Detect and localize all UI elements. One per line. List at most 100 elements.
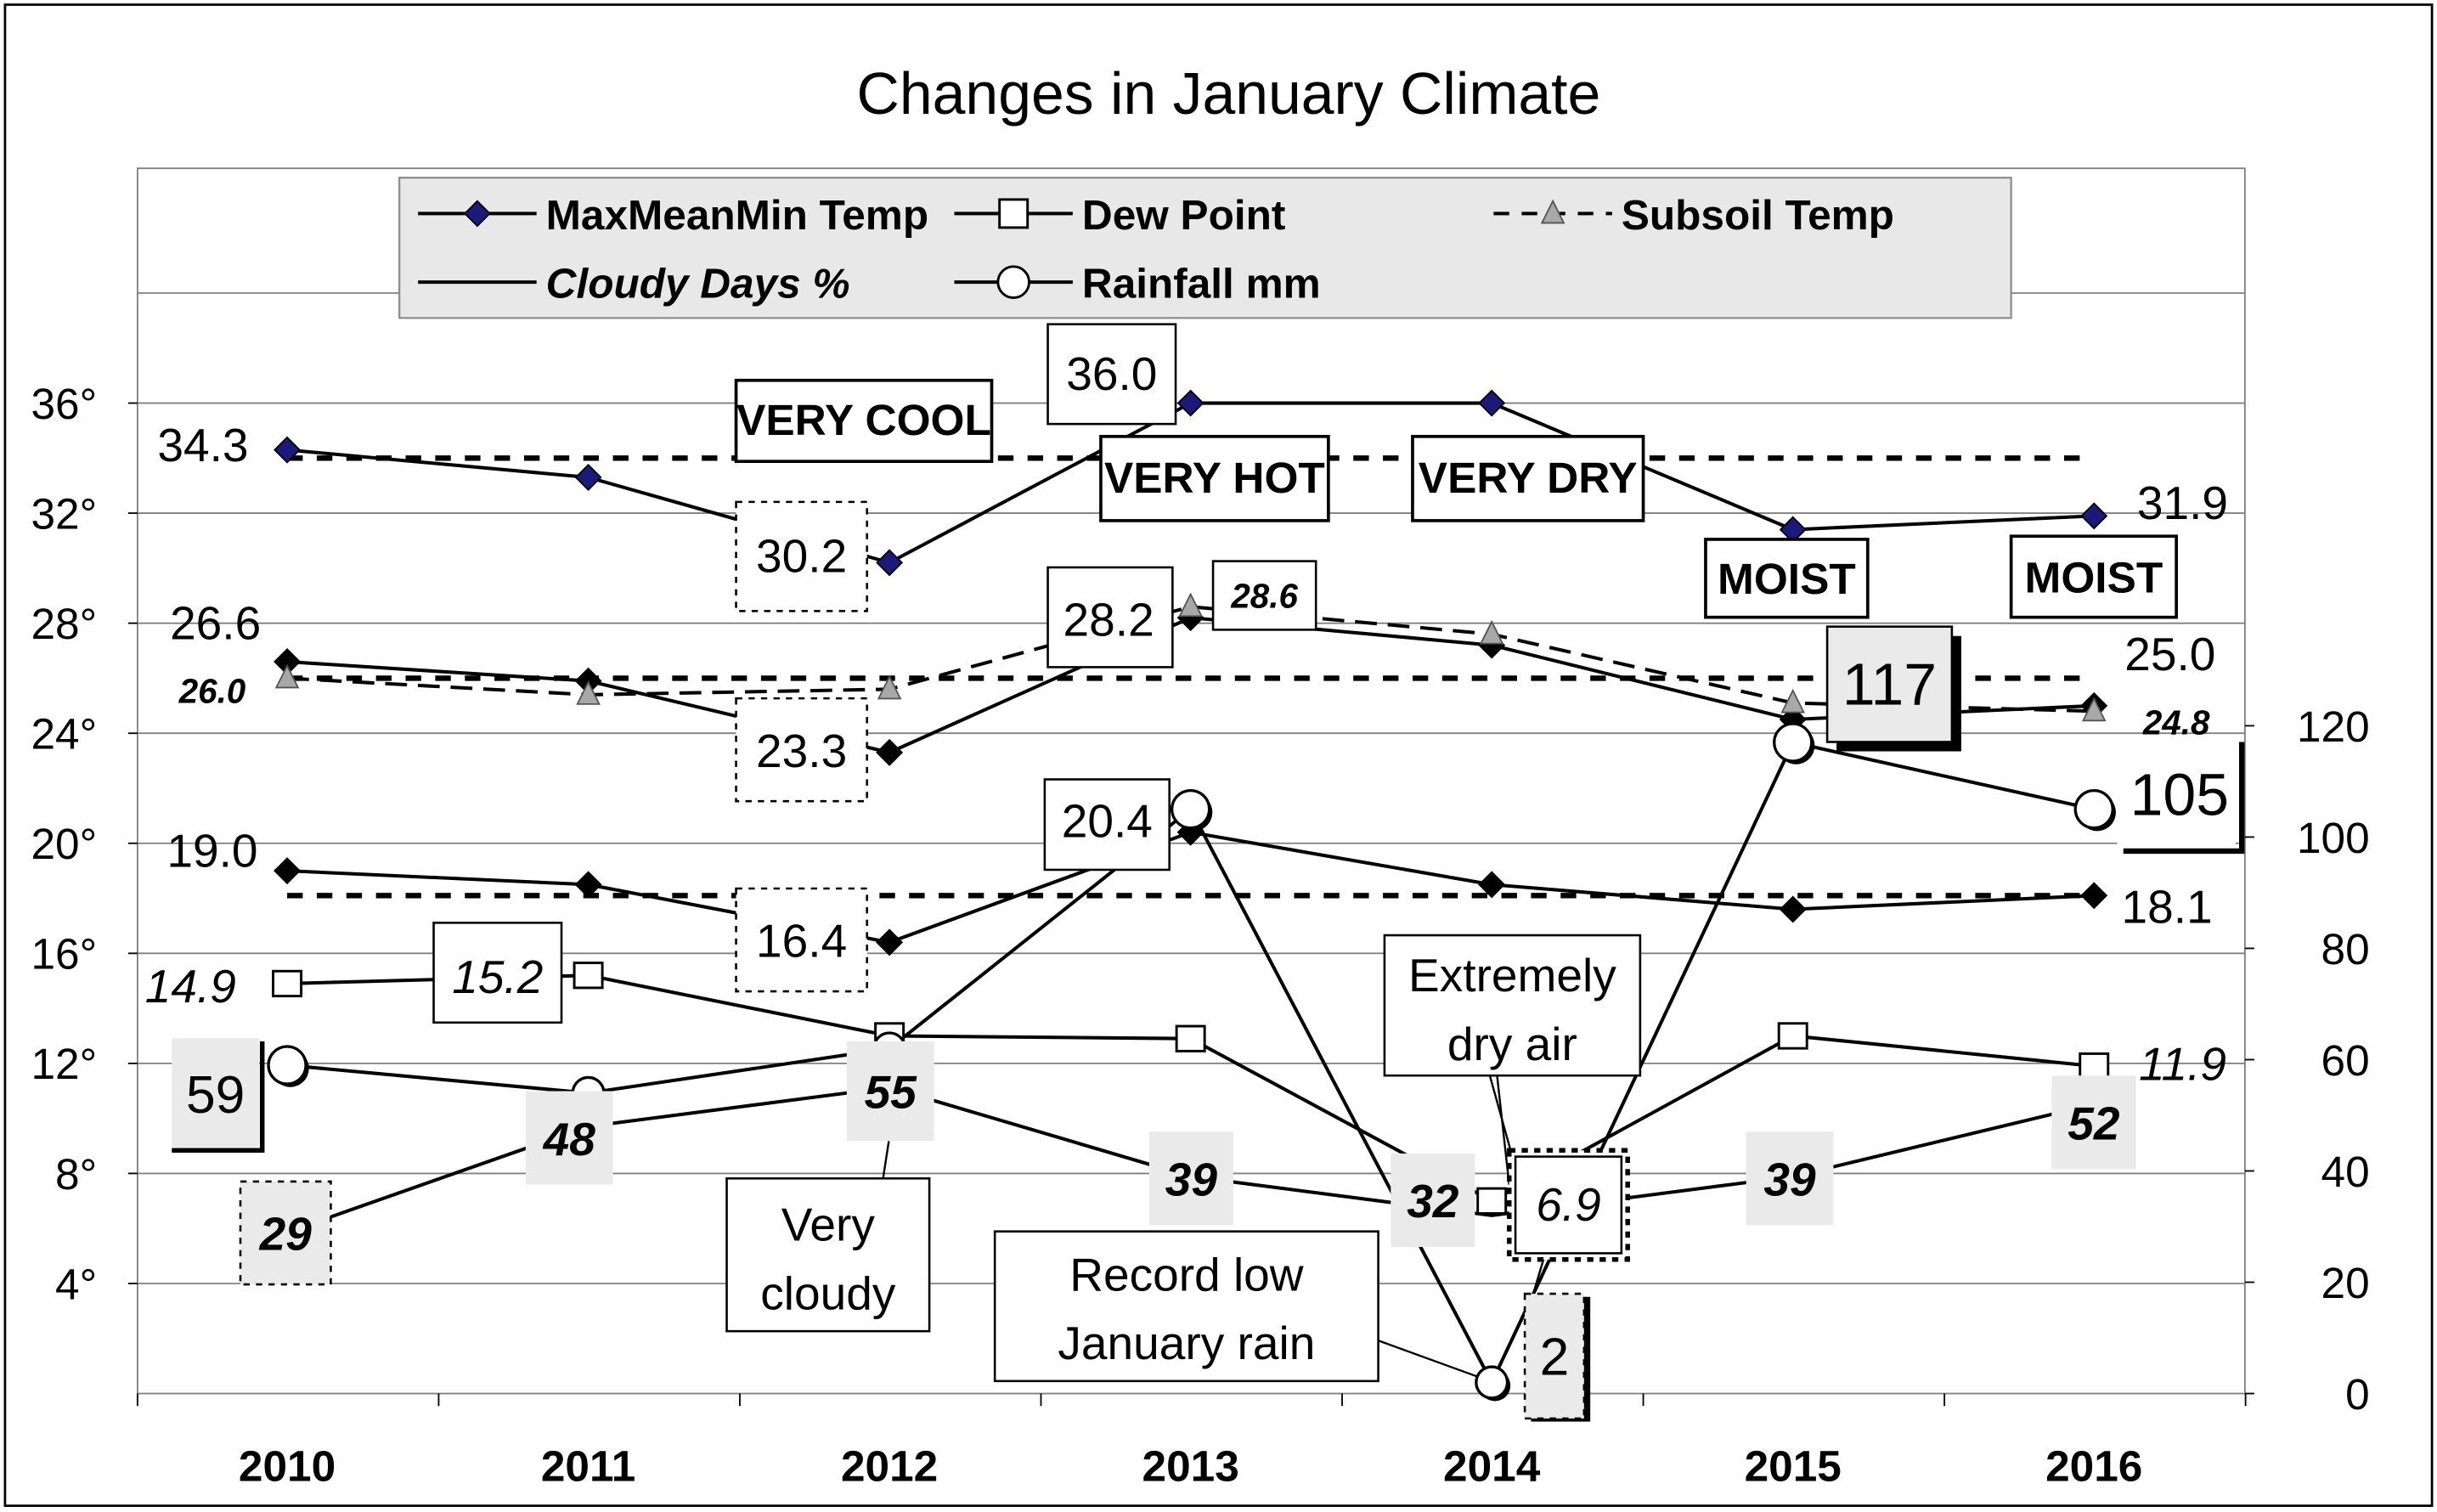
cloudy-days-label: 29 [259,1208,313,1261]
dew-point-marker [2079,1052,2110,1080]
series-markers [267,389,2116,1402]
label-box [1211,560,1317,631]
left-tick-label: 16° [31,929,97,979]
max-temp-label: 36.0 [1066,347,1157,400]
rainfall-marker [1773,722,1814,763]
annotation-very-cool: VERY COOL [736,395,991,444]
rainfall-marker [1475,1365,1509,1400]
max-temp-marker [274,436,302,464]
right-tick-label: 20 [2321,1258,2370,1307]
subsoil-temp-marker [1780,688,1806,714]
label-box [525,1091,613,1185]
label-box [1514,1155,1623,1255]
max-temp-label: 30.2 [756,529,847,582]
annotation-very-hot: VERY HOT [1104,453,1325,502]
left-tick-label: 12° [31,1039,97,1088]
min-temp-label: 18.1 [2122,880,2213,933]
left-tick-label: 4° [55,1259,97,1308]
cloudy-days-label: 32 [1407,1175,1459,1227]
max-temp-marker [876,549,904,577]
right-tick-label: 80 [2321,924,2370,973]
chart-frame [3,3,2434,1508]
subsoil-label: 28.6 [1230,577,1298,616]
subsoil-temp-marker [274,663,300,689]
subsoil-temp-marker [1479,619,1504,645]
rainfall-label: 105 [2130,762,2229,828]
label-box [1746,1131,1834,1226]
legend-label: Subsoil Temp [1622,192,1894,239]
subsoil-label: 24.8 [2142,702,2210,742]
annotation-extremely-dry-air: Extremely [1408,949,1616,1001]
mean-temp-label: 26.6 [170,596,261,649]
subsoil-temp-marker [877,674,902,700]
rainfall-label: 2 [1540,1329,1570,1387]
annotation-leader [1532,1259,1545,1291]
x-tick-label: 2016 [2045,1441,2142,1490]
rainfall-label: 59 [186,1066,245,1125]
min-temp-label: 20.4 [1062,794,1153,847]
cloudy-days-label: 39 [1763,1153,1816,1205]
max-temp-marker [1176,389,1204,417]
label-box [432,922,563,1024]
subsoil-label: 26.0 [178,672,246,711]
label-box [1391,1153,1475,1248]
label-box [735,697,868,803]
right-tick-label: 0 [2345,1369,2370,1419]
label-box [2009,534,2178,619]
left-tick-label: 20° [31,819,97,868]
rainfall-marker [267,1045,307,1086]
annotation-very-dry: VERY DRY [1419,453,1638,502]
x-tick-label: 2012 [841,1441,938,1490]
rainfall-marker [1170,788,1211,830]
min-temp-marker [1779,895,1807,923]
cloudy-days-label: 52 [2068,1097,2120,1149]
dew-point-marker [272,969,303,998]
subsoil-temp-marker [1178,592,1203,618]
label-box [1046,323,1177,426]
dew-point-label: 14.9 [145,960,236,1013]
min-temp-label: 16.4 [756,915,847,968]
annotation-leader [1378,1340,1482,1379]
x-axis: 2010 2011 2012 2013 2014 2015 2016 [136,1393,2247,1490]
min-temp-marker [876,928,904,956]
x-tick-label: 2010 [239,1441,336,1490]
label-box [725,1177,931,1333]
dew-point-label: 11.9 [2139,1038,2226,1091]
right-tick-label: 60 [2321,1035,2370,1085]
left-tick-label: 32° [31,488,97,538]
subsoil-temp-marker [576,680,601,705]
min-temp-label: 19.0 [166,824,257,877]
legend-label: Dew Point [1082,192,1285,239]
legend-box [398,177,2012,319]
annotation-moist: MOIST [1718,554,1856,603]
mean-temp-label: 25.0 [2124,628,2215,680]
label-box [1043,778,1171,872]
dew-point-label: 6.9 [1536,1178,1601,1231]
right-tick-label: 120 [2297,702,2370,751]
min-temp-marker [1478,871,1506,899]
mean-temp-marker [876,738,904,766]
dew-point-marker [1777,1022,1808,1050]
annotation-very-cloudy: cloudy [760,1267,896,1319]
min-temp-marker [574,871,602,899]
dew-point-marker [1476,1187,1508,1215]
label-box [239,1180,332,1286]
legend-label: Rainfall mm [1082,260,1321,307]
label-box [172,1038,260,1148]
min-temp-marker [274,857,302,885]
label-box [2117,742,2236,851]
cloudy-days-label: 55 [865,1066,918,1119]
label-box [1825,625,1954,743]
annotation-record-low: Record low [1069,1248,1304,1300]
annotation-extremely-dry-air: dry air [1447,1018,1577,1070]
right-tick-label: 40 [2321,1147,2370,1196]
label-box [1046,566,1174,669]
label-box [1704,538,1870,619]
label-box [2051,1075,2136,1170]
label-box [1148,1131,1233,1226]
max-temp-label: 31.9 [2137,477,2228,529]
cloudy-days-label: 39 [1165,1153,1218,1205]
rainfall-marker [2073,788,2114,830]
label-box [1099,434,1330,522]
right-tick-label: 100 [2297,813,2370,862]
